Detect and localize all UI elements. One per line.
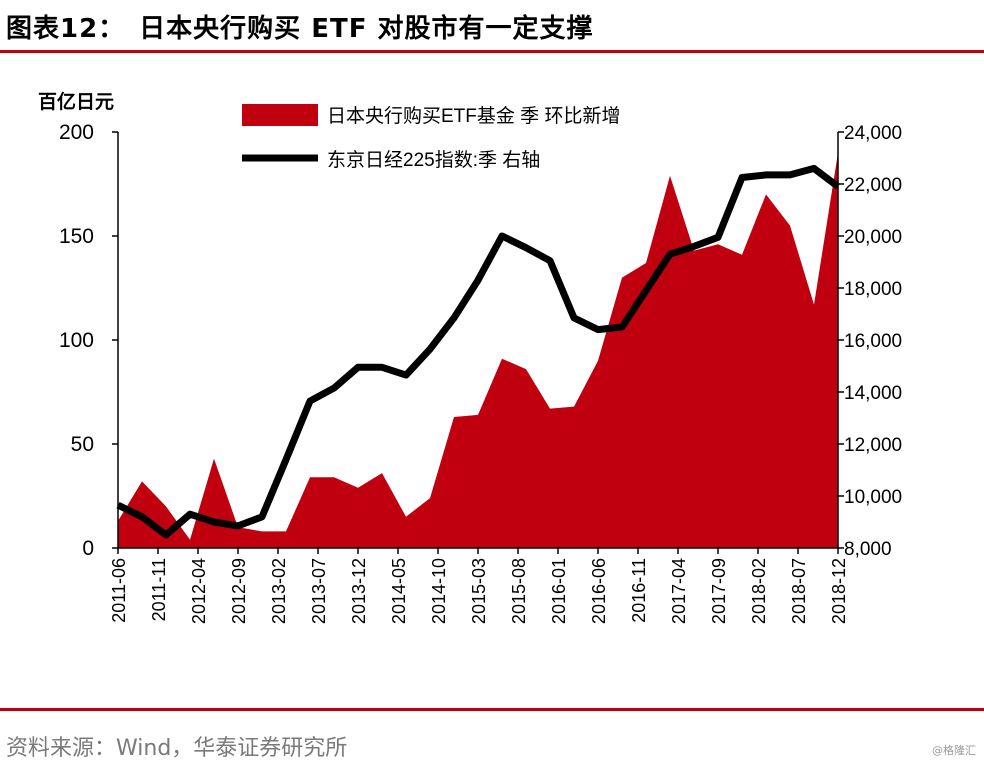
nikkei-225-line xyxy=(116,164,841,539)
legend-label-area: 日本央行购买ETF基金 季 环比新增 xyxy=(327,105,620,127)
y-tick-label-left: 100 xyxy=(59,329,94,352)
bottom-divider xyxy=(0,708,984,711)
x-tick-label: 2017-09 xyxy=(709,558,729,624)
y-tick-label-left: 150 xyxy=(59,225,94,248)
x-tick-label: 2013-12 xyxy=(349,558,369,624)
y-tick-label-right: 14,000 xyxy=(844,383,902,404)
y-tick-label-right: 24,000 xyxy=(844,123,902,144)
etf-purchase-area xyxy=(118,152,838,549)
x-tick-label: 2016-11 xyxy=(629,558,649,623)
x-tick-label: 2014-05 xyxy=(389,558,409,624)
y-tick-label-right: 22,000 xyxy=(844,175,902,196)
x-tick-label: 2018-07 xyxy=(789,558,809,624)
x-tick-label: 2018-02 xyxy=(749,558,769,624)
x-tick-label: 2016-06 xyxy=(589,558,609,624)
y-tick-label-right: 10,000 xyxy=(844,487,902,508)
x-tick-label: 2017-04 xyxy=(669,558,689,624)
x-tick-label: 2012-09 xyxy=(229,558,249,624)
y-tick-label-right: 8,000 xyxy=(844,539,892,560)
x-tick-label: 2011-11 xyxy=(149,558,169,621)
axes-layer: 0 50 100 150 200 8,000 10,000 12,000 14,000 16,00… xyxy=(59,121,902,624)
x-tick-label: 2011-06 xyxy=(109,558,129,623)
y-tick-label-left: 0 xyxy=(82,537,94,560)
source-note: 资料来源：Wind，华泰证券研究所 xyxy=(6,736,348,761)
x-tick-label: 2016-01 xyxy=(549,558,569,624)
legend: 日本央行购买ETF基金 季 环比新增 东京日经225指数:季 右轴 xyxy=(242,104,620,171)
y-tick-label-right: 16,000 xyxy=(844,331,902,352)
y-tick-label-right: 20,000 xyxy=(844,227,902,248)
y-tick-label-right: 12,000 xyxy=(844,435,902,456)
x-tick-label: 2014-10 xyxy=(429,558,449,624)
x-tick-label: 2013-07 xyxy=(309,558,329,624)
top-divider xyxy=(0,50,984,53)
x-tick-label: 2015-08 xyxy=(509,558,529,624)
watermark: @格隆汇 xyxy=(932,744,976,757)
x-tick-label: 2015-03 xyxy=(469,558,489,624)
x-tick-label: 2018-12 xyxy=(829,558,849,624)
x-tick-label: 2013-02 xyxy=(269,558,289,624)
page-title: 图表12： 日本央行购买 ETF 对股市有一定支撑 xyxy=(6,14,594,44)
legend-label-line: 东京日经225指数:季 右轴 xyxy=(327,149,540,171)
y-tick-label-right: 18,000 xyxy=(844,279,902,300)
area-layer xyxy=(118,152,838,549)
y-tick-label-left: 200 xyxy=(59,121,94,144)
y-axis-label-left: 百亿日元 xyxy=(38,90,114,113)
x-tick-label: 2012-04 xyxy=(189,558,209,624)
legend-swatch-area xyxy=(242,104,318,126)
line-layer xyxy=(116,164,841,539)
y-tick-label-left: 50 xyxy=(71,433,94,456)
